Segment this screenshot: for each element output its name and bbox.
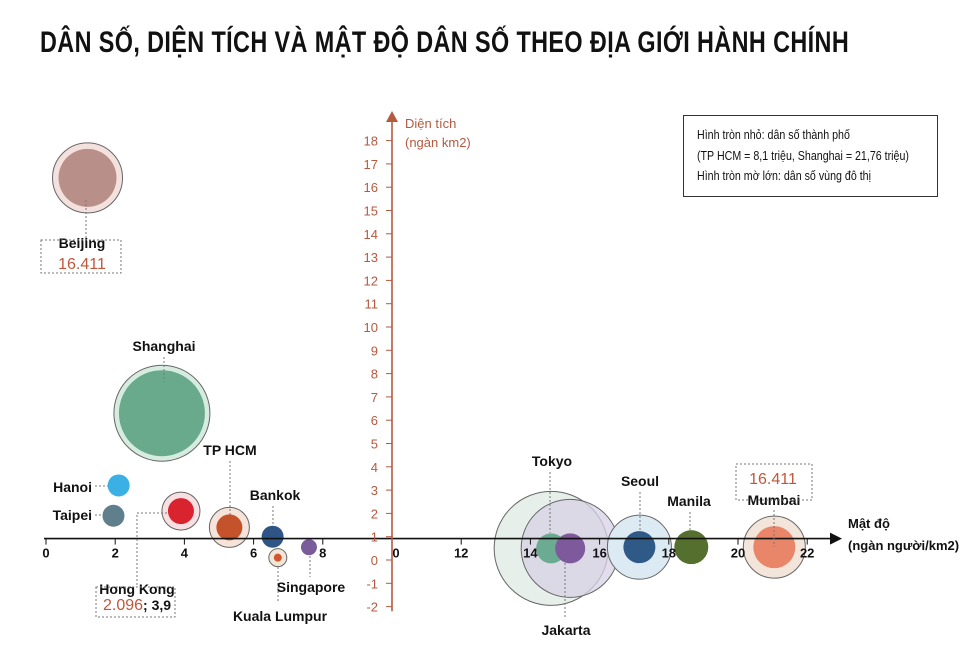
y-tick-label: 9 <box>371 343 378 358</box>
bubbles-layer <box>52 142 806 606</box>
city-label-tokyo: Tokyo <box>532 453 572 469</box>
y-tick-label: 8 <box>371 367 378 382</box>
city-label-hong-kong: Hong Kong <box>99 581 174 597</box>
city-label-kuala-lumpur: Kuala Lumpur <box>233 608 328 624</box>
x-axis-arrow-icon <box>830 532 842 545</box>
y-tick-label: 10 <box>364 320 378 335</box>
y-tick-label: 13 <box>364 250 378 265</box>
city-label-seoul: Seoul <box>621 473 659 489</box>
bubble-inner-kuala-lumpur <box>273 553 282 562</box>
y-tick-label: -2 <box>366 600 378 615</box>
city-label-bankok: Bankok <box>250 487 301 503</box>
city-label-tp-hcm: TP HCM <box>203 442 256 458</box>
bubble-inner-jakarta <box>555 533 586 564</box>
x-tick-label: 22 <box>800 546 814 561</box>
bubble-inner-hanoi <box>107 474 130 497</box>
bubble-inner-mumbai <box>753 526 796 569</box>
bubble-inner-tp-hcm <box>167 498 194 525</box>
labels-layer: Beijing Shanghai Hanoi Taipei TP HCM Bankok Ho… <box>40 200 813 638</box>
y-tick-label: 18 <box>364 134 378 149</box>
y-axis-title-line2: (ngàn km2) <box>405 135 471 150</box>
x-tick-label: 20 <box>731 546 745 561</box>
y-tick-label: 1 <box>371 530 378 545</box>
y-tick-label: 6 <box>371 413 378 428</box>
x-tick-label: 6 <box>250 546 257 561</box>
legend-line-examples: (TP HCM = 8,1 triệu, Shanghai = 21,76 tr… <box>697 148 909 163</box>
y-tick-label: 15 <box>364 204 378 219</box>
mumbai-annotation-box <box>735 463 813 501</box>
x-tick-label: 4 <box>181 546 189 561</box>
y-tick-label: 7 <box>371 390 378 405</box>
city-label-jakarta: Jakarta <box>541 622 590 638</box>
x-tick-label: 0 <box>42 546 49 561</box>
bubble-inner-beijing <box>58 148 117 207</box>
x-tick-label: 14 <box>523 546 538 561</box>
x-axis-title-line2: (ngàn người/km2) <box>848 538 959 553</box>
bubble-inner-bankok <box>216 514 243 541</box>
mumbai-area-value: 16.411 <box>749 471 797 488</box>
y-tick-label: -1 <box>366 576 378 591</box>
legend-box: Hình tròn nhỏ: dân số thành phố (TP HCM … <box>683 115 938 197</box>
x-tick-label: 8 <box>319 546 326 561</box>
bubble-inner-singapore <box>300 539 317 556</box>
city-label-taipei: Taipei <box>53 507 92 523</box>
y-tick-label: 17 <box>364 157 378 172</box>
x-tick-label: 2 <box>112 546 119 561</box>
y-tick-label: 11 <box>365 297 379 312</box>
y-tick-label: 3 <box>371 483 378 498</box>
city-label-singapore: Singapore <box>277 579 346 595</box>
hcm-values: 2.096; 3,9 <box>103 597 171 614</box>
city-label-hanoi: Hanoi <box>53 479 92 495</box>
y-axis-title-line1: Diện tích <box>405 116 456 131</box>
x-tick-label: 18 <box>662 546 676 561</box>
y-axis-arrow-icon <box>386 111 398 122</box>
y-tick-label: 5 <box>371 437 378 452</box>
x-tick-label: 16 <box>592 546 606 561</box>
y-tick-label: 16 <box>364 180 378 195</box>
city-label-manila: Manila <box>667 493 711 509</box>
y-tick-label: 12 <box>364 273 378 288</box>
hcm-annotation-box <box>95 586 176 618</box>
bubble-inner-manila <box>674 530 709 565</box>
hcm-density-value: ; 3,9 <box>143 597 171 613</box>
city-label-beijing: Beijing <box>59 235 106 251</box>
y-tick-label: 4 <box>371 460 378 475</box>
x-tick-label: 12 <box>454 546 468 561</box>
legend-line-small-circle: Hình tròn nhỏ: dân số thành phố <box>697 127 850 142</box>
bubble-inner-seoul <box>623 531 656 564</box>
hcm-area-value: 2.096 <box>103 597 143 614</box>
bubble-inner-taipei <box>102 504 125 527</box>
x-axis-title-line1: Mật độ <box>848 516 890 531</box>
leader-line <box>136 512 167 585</box>
bubble-inner-shanghai <box>118 370 205 457</box>
bubble-inner-hong-kong <box>261 525 284 548</box>
y-tick-label: 14 <box>364 227 378 242</box>
chart-title: DÂN SỐ, DIỆN TÍCH VÀ MẬT ĐỘ DÂN SỐ THEO … <box>40 26 850 59</box>
legend-line-large-circle: Hình tròn mờ lớn: dân số vùng đô thị <box>697 168 871 183</box>
y-tick-label: 0 <box>371 553 378 568</box>
y-tick-label: 2 <box>371 506 378 521</box>
beijing-area-value: 16.411 <box>58 256 106 273</box>
beijing-annotation-box <box>40 239 122 274</box>
x-tick-label: 0 <box>392 546 399 561</box>
city-label-shanghai: Shanghai <box>132 338 195 354</box>
